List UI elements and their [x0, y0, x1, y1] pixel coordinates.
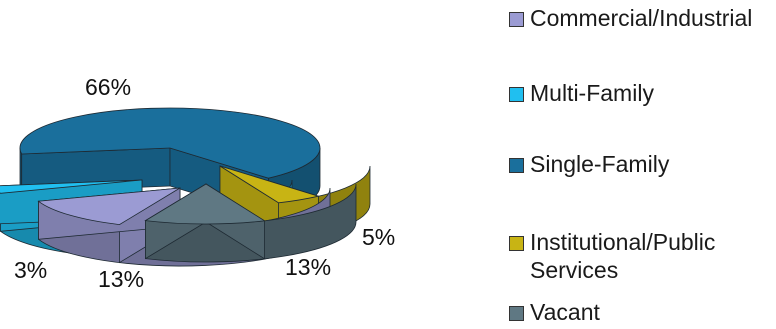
data-label-multi-family: 3%: [14, 257, 47, 283]
slice-top: [37, 187, 181, 226]
slice-top: [0, 179, 143, 194]
legend-item-institutional-public-services: Institutional/Public Services: [509, 228, 715, 284]
slice-top: [144, 183, 266, 225]
legend-swatch: [509, 158, 524, 173]
legend-swatch: [509, 306, 524, 321]
legend-label: Vacant: [530, 299, 600, 325]
legend-swatch: [509, 87, 524, 102]
legend-label: Institutional/Public Services: [530, 229, 716, 283]
legend: Commercial/Industrial Multi-Family Singl…: [509, 0, 774, 329]
legend-label: Single-Family: [530, 151, 670, 177]
pie-chart: 13% 3% 66% 5% 13%: [0, 74, 395, 292]
legend-swatch: [509, 236, 524, 251]
slice-top: [19, 107, 321, 179]
legend-label: Multi-Family: [530, 80, 654, 106]
slice-top: [219, 165, 320, 204]
legend-swatch: [509, 12, 524, 27]
legend-item-single-family: Single-Family: [509, 150, 669, 178]
pie-slices: [0, 107, 371, 267]
data-label-commercial-industrial: 13%: [98, 266, 144, 292]
data-labels: 13% 3% 66% 5% 13%: [14, 74, 395, 292]
legend-label: Commercial/Industrial: [530, 5, 753, 31]
data-label-institutional-public-services: 5%: [362, 224, 395, 250]
slice-vacant: [144, 183, 357, 263]
legend-item-vacant: Vacant: [509, 298, 600, 326]
legend-item-commercial-industrial: Commercial/Industrial: [509, 4, 752, 32]
legend-item-multi-family: Multi-Family: [509, 79, 654, 107]
data-label-single-family: 66%: [85, 74, 131, 100]
data-label-vacant: 13%: [285, 254, 331, 280]
